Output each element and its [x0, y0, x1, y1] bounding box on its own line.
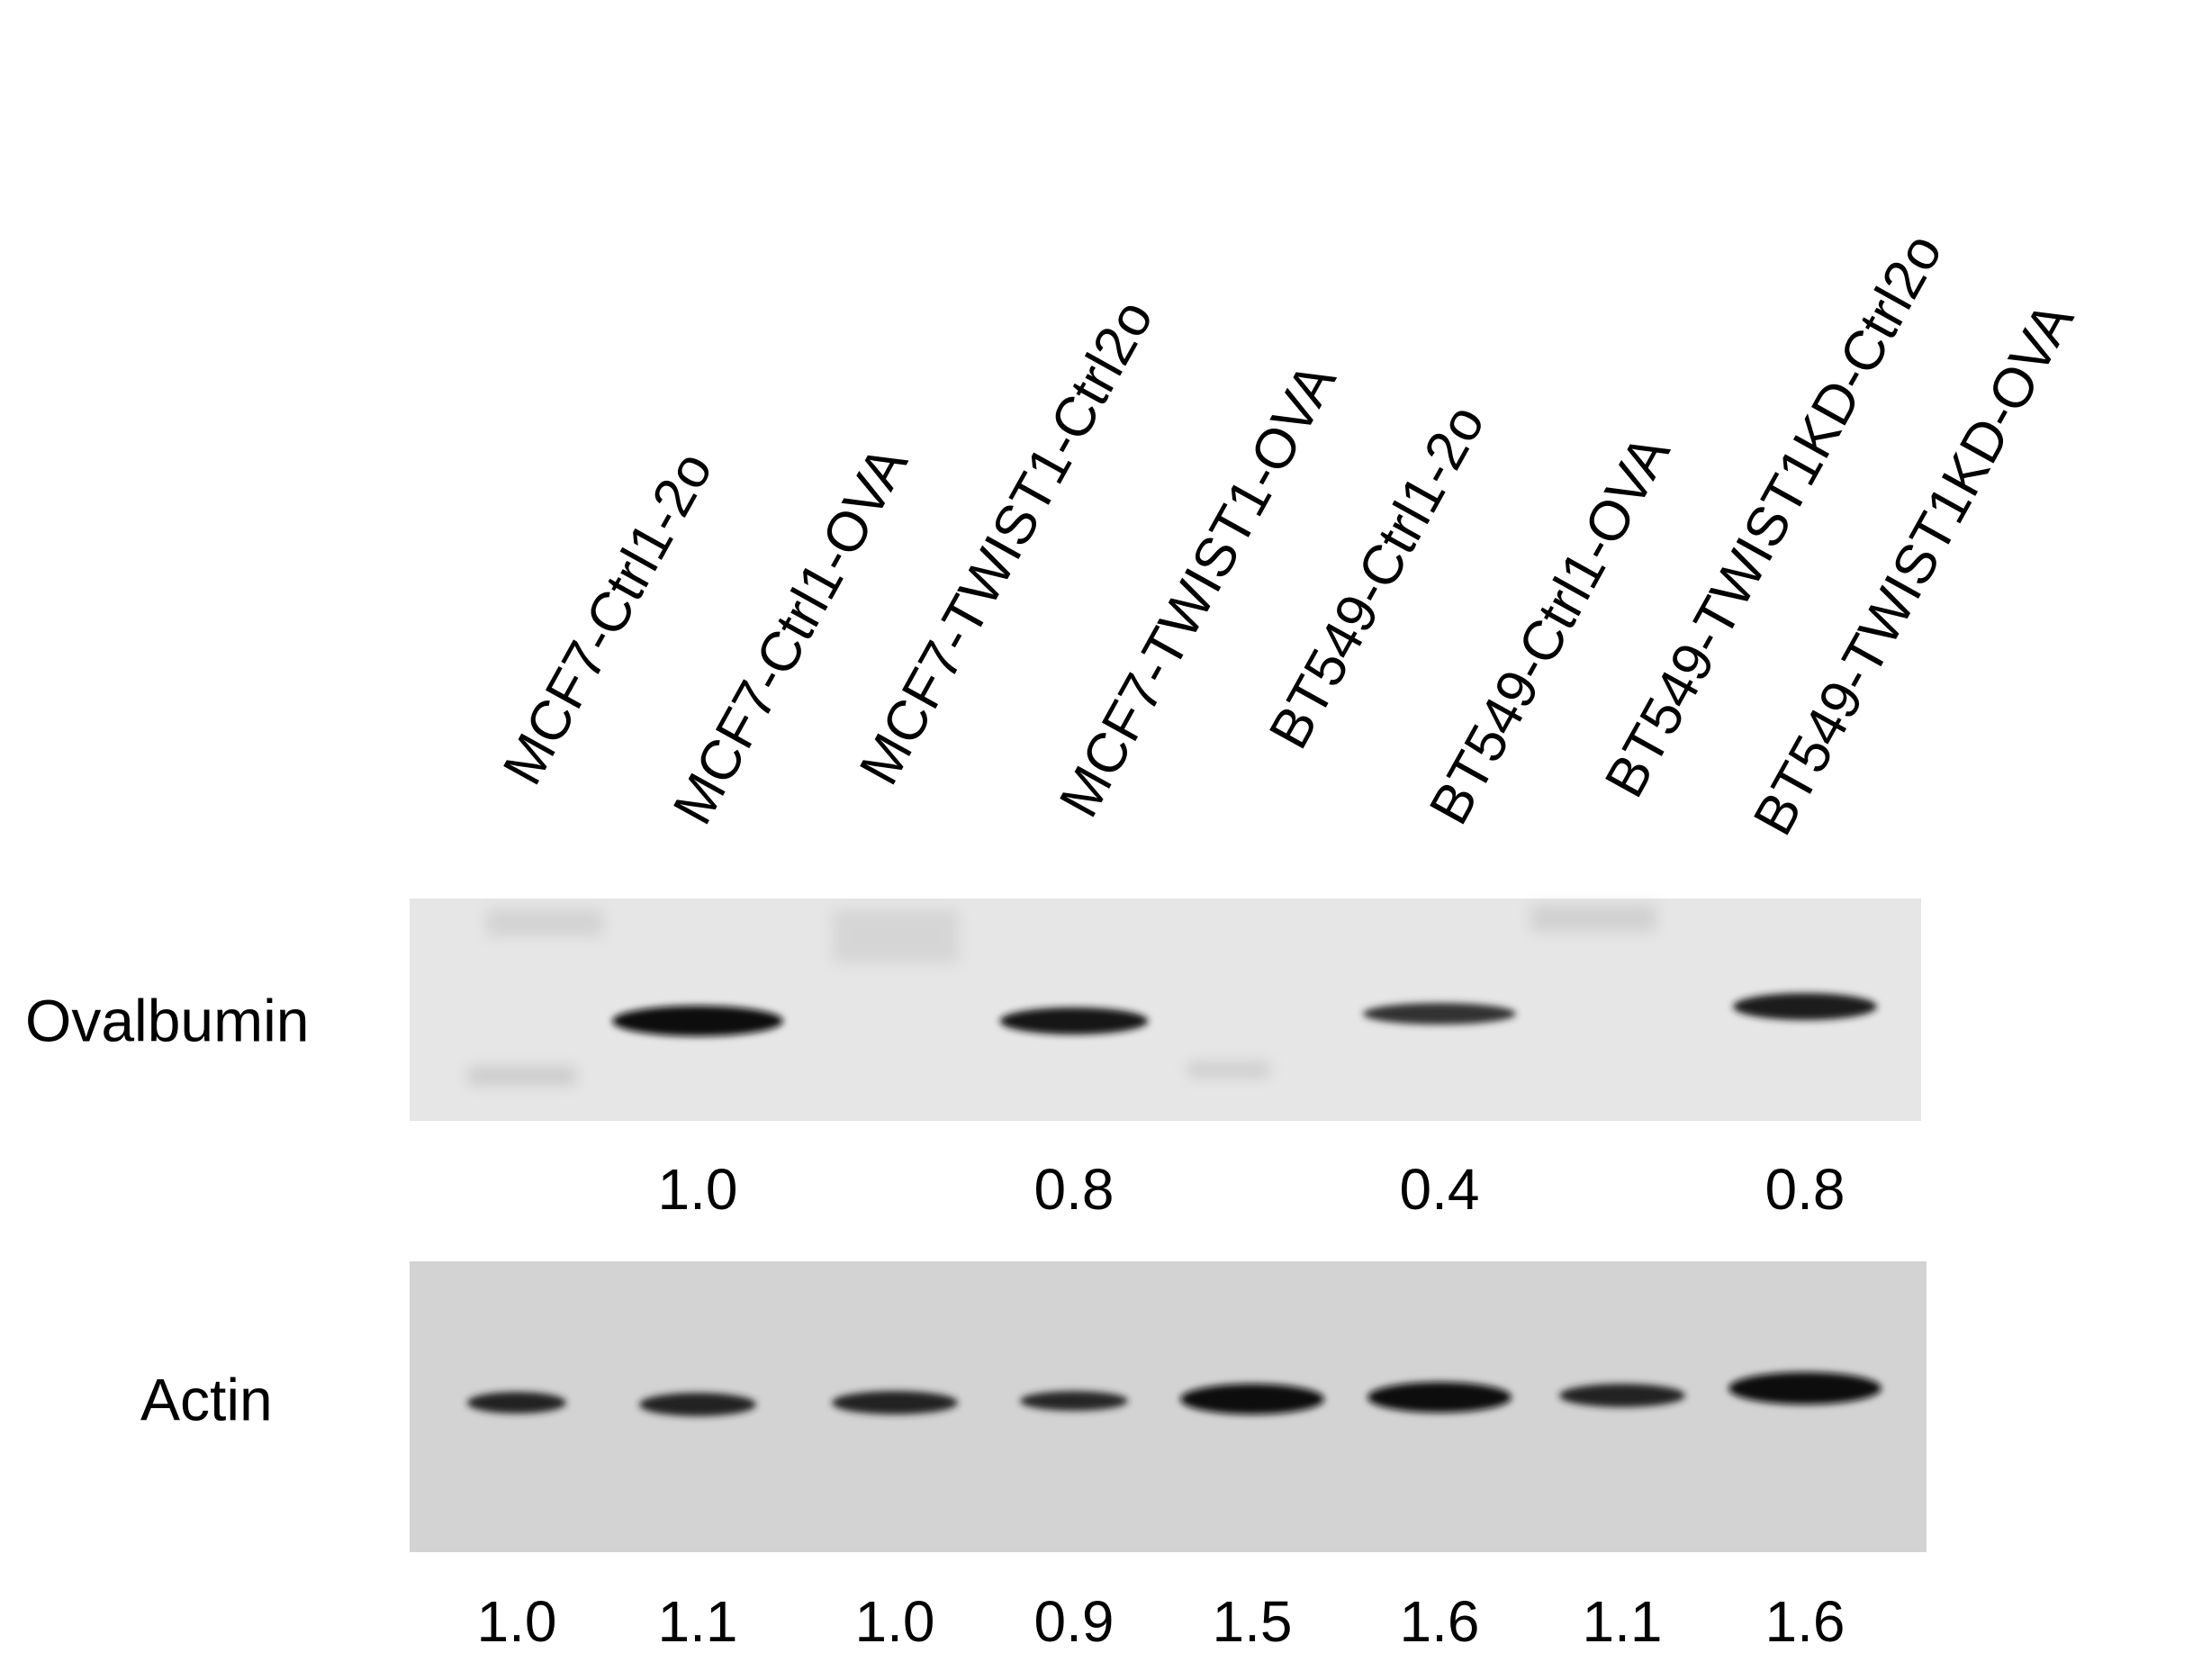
band: [1020, 1391, 1128, 1411]
bands: [467, 993, 1882, 1416]
quant-value: 1.6: [1400, 1589, 1480, 1654]
quant-value: 0.8: [1765, 1157, 1846, 1222]
lane-label: BT549-TWIST1KD-OVA: [1742, 292, 2086, 845]
band: [467, 1392, 566, 1414]
band: [612, 1006, 783, 1036]
band: [1363, 1003, 1516, 1025]
quant-value: 0.9: [1034, 1589, 1115, 1654]
background-smear: [468, 905, 1656, 1085]
quant-value: 0.4: [1400, 1157, 1480, 1222]
ovalbumin-membrane: [410, 899, 1921, 1121]
band: [999, 1007, 1149, 1034]
row-label: Actin: [140, 1366, 273, 1432]
quant-value: 1.5: [1213, 1589, 1293, 1654]
band: [832, 1391, 958, 1414]
band: [1728, 1372, 1882, 1405]
actin-membrane: [410, 1261, 1927, 1552]
quant-value: 1.0: [855, 1589, 935, 1654]
quant-value: 1.6: [1765, 1589, 1846, 1654]
band: [1180, 1384, 1324, 1414]
quant-value: 1.0: [658, 1157, 738, 1222]
band: [639, 1393, 756, 1416]
band: [1733, 993, 1877, 1020]
quant-value: 1.1: [1583, 1589, 1663, 1654]
row-label: Ovalbumin: [25, 987, 309, 1053]
band: [1367, 1382, 1512, 1413]
quant-value: 1.1: [658, 1589, 738, 1654]
quant-value: 0.8: [1034, 1157, 1115, 1222]
lane-label: MCF7-Ctrl1-2o: [492, 442, 725, 795]
quant-value: 1.0: [477, 1589, 557, 1654]
band: [1559, 1384, 1685, 1407]
